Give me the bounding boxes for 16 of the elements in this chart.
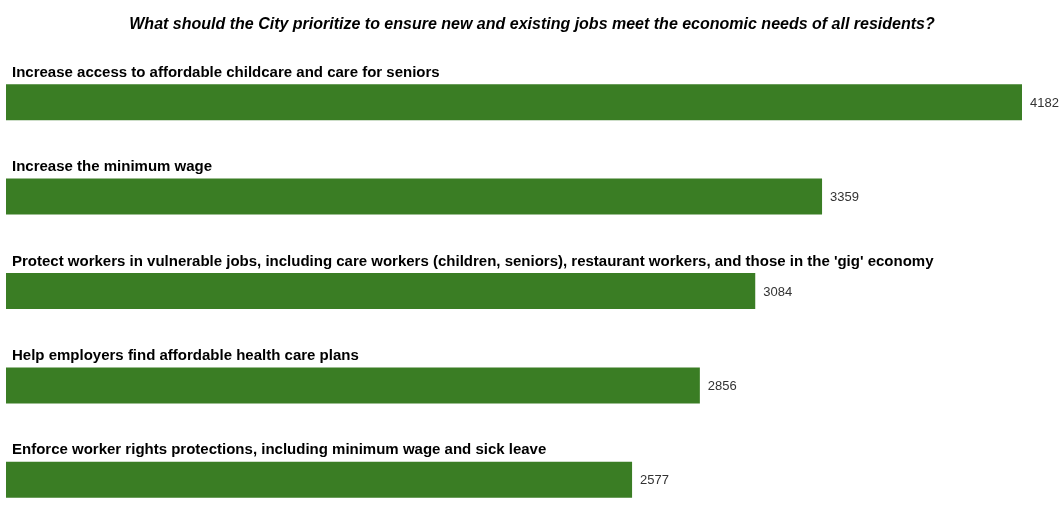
- data-label: 3084: [763, 283, 793, 299]
- bar: [6, 273, 756, 309]
- bar: [6, 461, 633, 498]
- y-tick-label: Increase the minimum wage: [12, 157, 213, 175]
- data-label: 2577: [640, 472, 669, 488]
- data-label: 3359: [830, 189, 859, 205]
- y-tick-label: Enforce worker rights protections, including minimum wage and sick leave: [12, 440, 547, 458]
- bar: [6, 84, 1022, 121]
- y-tick-label: Increase access to affordable childcare and care for seniors: [12, 62, 440, 80]
- y-tick-label: Help employers find affordable health care plans: [12, 345, 359, 363]
- data-label: 2856: [707, 377, 737, 393]
- bar: [6, 178, 823, 215]
- y-tick-label: Protect workers in vulnerable jobs, including care workers (children, seniors), restaurant workers, and those in the 'gig' economy: [12, 251, 935, 269]
- bar: [6, 367, 700, 404]
- chart-title: What should the City prioritize to ensure new and existing jobs meet the economic needs of all residents?: [129, 14, 935, 32]
- data-label: 4182: [1030, 94, 1059, 110]
